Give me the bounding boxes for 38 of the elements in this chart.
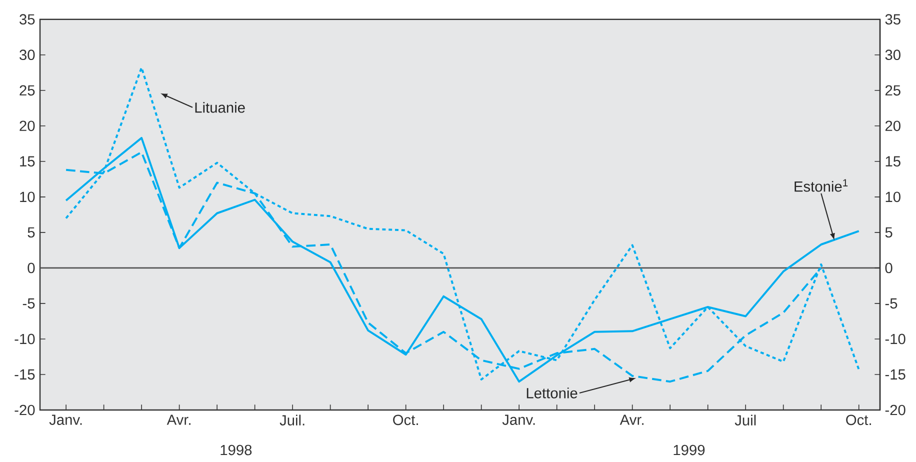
text: Lituanie bbox=[195, 102, 245, 113]
y2-tick-label: 10 bbox=[20, 192, 35, 202]
y-tick-label: 0 bbox=[885, 262, 892, 274]
y2-tick-label: 5 bbox=[28, 227, 35, 238]
x-tick-label: Avr. bbox=[620, 414, 644, 425]
y-tick-label: 25 bbox=[885, 85, 900, 96]
y-tick-label: 20 bbox=[885, 120, 900, 132]
y-tick-label: -15 bbox=[885, 369, 906, 380]
y-tick-label: -10 bbox=[885, 334, 906, 344]
y2-tick-label: 30 bbox=[20, 50, 35, 60]
y2-tick-label: 20 bbox=[20, 120, 35, 132]
y2-tick-label: -15 bbox=[14, 369, 35, 380]
y2-tick-label: 0 bbox=[28, 262, 35, 274]
y-tick-label: 35 bbox=[885, 14, 900, 25]
x-tick-label: Avr. bbox=[166, 414, 190, 425]
y-tick-label: 15 bbox=[886, 156, 900, 167]
y-tick-label: -5 bbox=[885, 298, 898, 309]
y-tick-label: 5 bbox=[885, 227, 892, 238]
x-tick-label: Janv. bbox=[49, 414, 82, 425]
y2-tick-label: 15 bbox=[20, 156, 35, 167]
y2-tick-label: 25 bbox=[20, 85, 35, 96]
y-tick-label: 10 bbox=[886, 192, 900, 202]
y2-tick-label: -5 bbox=[22, 298, 35, 309]
text: 1999 bbox=[674, 444, 705, 456]
x-tick-label: Oct. bbox=[393, 414, 418, 426]
series-label: Lettonie bbox=[526, 388, 578, 398]
y2-tick-label: 35 bbox=[20, 14, 35, 25]
y-tick-label: -20 bbox=[885, 404, 906, 416]
x-tick-label: Juil. bbox=[280, 414, 304, 426]
line-series bbox=[65, 66, 860, 380]
y2-tick-label: -10 bbox=[14, 334, 35, 344]
y2-tick-label: -20 bbox=[14, 404, 35, 416]
x-tick-label: Juil bbox=[734, 414, 756, 426]
x-tick-label: Oct. bbox=[846, 414, 871, 426]
y-tick-label: 30 bbox=[885, 50, 900, 60]
text: 1998 bbox=[220, 444, 252, 456]
text: Estonie$^{1}$ bbox=[794, 179, 848, 192]
x-tick-label: Janv. bbox=[502, 414, 535, 425]
